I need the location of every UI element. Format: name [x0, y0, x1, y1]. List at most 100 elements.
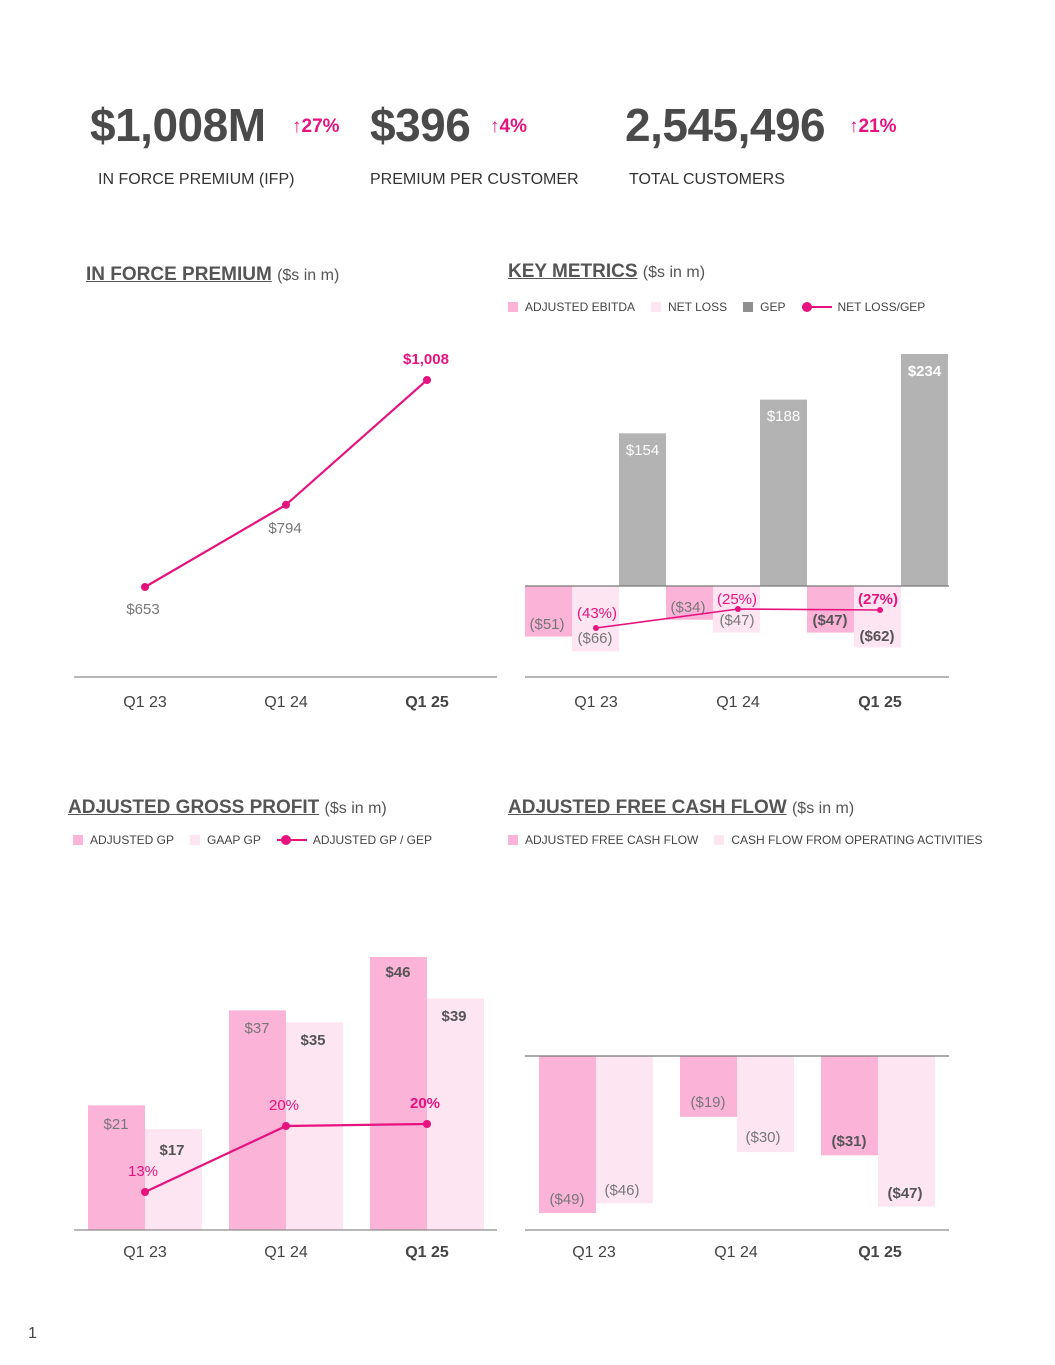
key-metrics-netloss-label-0: ($66) [577, 630, 612, 647]
legend-label: GAAP GP [207, 833, 261, 847]
key-metrics-ebitda-label-2: ($47) [812, 612, 847, 629]
kpi-ifp-label: IN FORCE PREMIUM (IFP) [98, 171, 295, 188]
adj-fcf-bar-0-2 [821, 1056, 878, 1156]
legend-label: NET LOSS [668, 300, 728, 314]
adj-fcf-bar-1-2 [878, 1056, 935, 1207]
adj-gp-bar-0-0 [88, 1105, 145, 1230]
key-metrics-legend: ADJUSTED EBITDA NET LOSS GEP NET LOSS/GE… [508, 300, 941, 314]
key-metrics-title-unit: ($s in m) [642, 264, 706, 281]
kpi-customers-value: 2,545,496 [625, 99, 826, 151]
ifp-x-tick-1: Q1 24 [264, 694, 308, 711]
adj-fcf-chart-title: ADJUSTED FREE CASH FLOW ($s in m) [508, 797, 854, 819]
adj-gp-title-unit: ($s in m) [324, 800, 387, 817]
kpi-ifp-change: ↑27% [292, 116, 340, 137]
legend-label: ADJUSTED EBITDA [525, 300, 636, 314]
gaap-gp-label-2: $39 [441, 1008, 466, 1025]
adj-fcf-x-tick-1: Q1 24 [714, 1244, 758, 1261]
key-metrics-ratio-label-1: (25%) [717, 591, 757, 608]
key-metrics-x-tick-1: Q1 24 [716, 694, 760, 711]
legend-item-adjusted-gp: ADJUSTED GP [73, 833, 174, 847]
adj-gp-ratio-point-0 [141, 1188, 149, 1196]
kpi-customers-label: TOTAL CUSTOMERS [629, 171, 785, 188]
adj-gp-ratio-label-1: 20% [269, 1097, 299, 1114]
key-metrics-ratio-label-0: (43%) [577, 605, 617, 622]
key-metrics-x-tick-0: Q1 23 [574, 694, 618, 711]
legend-label: ADJUSTED GP [90, 833, 175, 847]
ifp-chart-title: IN FORCE PREMIUM ($s in m) [86, 264, 339, 286]
legend-label: CASH FLOW FROM OPERATING ACTIVITIES [731, 833, 983, 847]
key-metrics-ebitda-label-1: ($34) [670, 599, 705, 616]
legend-line-swatch [276, 835, 307, 845]
legend-swatch [508, 302, 518, 312]
adj-gp-ratio-point-2 [423, 1120, 431, 1128]
adj-gp-legend: ADJUSTED GP GAAP GP ADJUSTED GP / GEP [73, 833, 448, 847]
legend-label: ADJUSTED FREE CASH FLOW [525, 833, 699, 847]
key-metrics-bar-1-0 [572, 586, 619, 652]
adj-gp-chart-title: ADJUSTED GROSS PROFIT ($s in m) [68, 797, 387, 819]
key-metrics-gep-label-1: $188 [767, 408, 800, 425]
kpi-ppc-change: ↑4% [490, 116, 527, 137]
cfo-label-1: ($30) [745, 1129, 780, 1146]
key-metrics-bar-1-2 [854, 586, 901, 648]
legend-item-gep: GEP [743, 300, 786, 314]
adj-gp-ratio-label-2: 20% [410, 1095, 440, 1112]
key-metrics-bar-2-1 [760, 399, 807, 586]
key-metrics-ratio-point-1 [735, 606, 741, 612]
adj-fcf-title-text: ADJUSTED FREE CASH FLOW [508, 797, 787, 818]
ifp-data-label-2: $1,008 [403, 351, 449, 368]
ifp-title-text: IN FORCE PREMIUM [86, 264, 272, 285]
legend-label: GEP [760, 300, 786, 314]
legend-item-gaap-gp: GAAP GP [190, 833, 261, 847]
legend-swatch [714, 835, 725, 845]
adj-gp-bar-1-2 [427, 998, 484, 1230]
ifp-x-tick-0: Q1 23 [123, 694, 167, 711]
key-metrics-title-text: KEY METRICS [508, 261, 638, 282]
legend-swatch [508, 835, 518, 845]
kpi-ppc-label: PREMIUM PER CUSTOMER [370, 171, 579, 188]
adj-fcf-label-0: ($49) [549, 1191, 584, 1208]
legend-swatch [743, 302, 754, 312]
adj-fcf-x-tick-2: Q1 25 [858, 1244, 902, 1261]
ifp-point-2 [423, 376, 431, 384]
legend-item-adjusted-ebitda: ADJUSTED EBITDA [508, 300, 635, 314]
adj-fcf-legend: ADJUSTED FREE CASH FLOW CASH FLOW FROM O… [508, 833, 999, 847]
adj-gp-x-tick-2: Q1 25 [405, 1244, 449, 1261]
adj-gp-label-0: $21 [103, 1116, 128, 1133]
legend-label: ADJUSTED GP / GEP [312, 833, 432, 847]
adj-fcf-title-unit: ($s in m) [791, 800, 855, 817]
adj-fcf-x-tick-0: Q1 23 [572, 1244, 616, 1261]
adj-gp-ratio-label-0: 13% [128, 1163, 158, 1180]
adj-fcf-bar-1-1 [737, 1056, 794, 1153]
adj-gp-x-tick-1: Q1 24 [264, 1244, 308, 1261]
ifp-title-unit: ($s in m) [277, 267, 340, 284]
adj-fcf-label-2: ($31) [831, 1133, 866, 1150]
adj-fcf-bar-0-1 [680, 1056, 737, 1117]
ifp-point-1 [282, 500, 290, 509]
gaap-gp-label-0: $17 [159, 1142, 184, 1159]
gaap-gp-label-1: $35 [300, 1032, 325, 1049]
adj-gp-ratio-point-1 [282, 1122, 290, 1130]
ifp-data-label-1: $794 [268, 520, 301, 537]
key-metrics-chart-title: KEY METRICS ($s in m) [508, 261, 705, 283]
adj-gp-title-text: ADJUSTED GROSS PROFIT [68, 797, 320, 818]
legend-item-net-loss-gep: NET LOSS/GEP [801, 300, 925, 314]
ifp-data-label-0: $653 [126, 601, 159, 618]
kpi-ppc-value: $396 [370, 99, 471, 151]
ifp-x-tick-2: Q1 25 [405, 694, 449, 711]
page-number: 1 [28, 1325, 37, 1342]
key-metrics-ebitda-label-0: ($51) [529, 616, 564, 633]
legend-item-adjusted-gp-gep: ADJUSTED GP / GEP [276, 833, 432, 847]
adj-gp-label-1: $37 [244, 1020, 269, 1037]
adj-fcf-bar-1-0 [596, 1056, 653, 1204]
key-metrics-gep-label-2: $234 [908, 363, 942, 380]
cfo-label-2: ($47) [887, 1185, 922, 1202]
kpi-ifp-value: $1,008M [90, 99, 266, 151]
key-metrics-bar-2-0 [619, 433, 666, 586]
kpi-customers-change: ↑21% [849, 116, 897, 137]
ifp-point-0 [141, 583, 149, 591]
legend-item-adjusted-fcf: ADJUSTED FREE CASH FLOW [508, 833, 698, 847]
adj-gp-bar-0-2 [370, 957, 427, 1230]
key-metrics-ratio-point-2 [877, 607, 883, 613]
key-metrics-x-tick-2: Q1 25 [858, 694, 902, 711]
adj-gp-x-tick-0: Q1 23 [123, 1244, 167, 1261]
